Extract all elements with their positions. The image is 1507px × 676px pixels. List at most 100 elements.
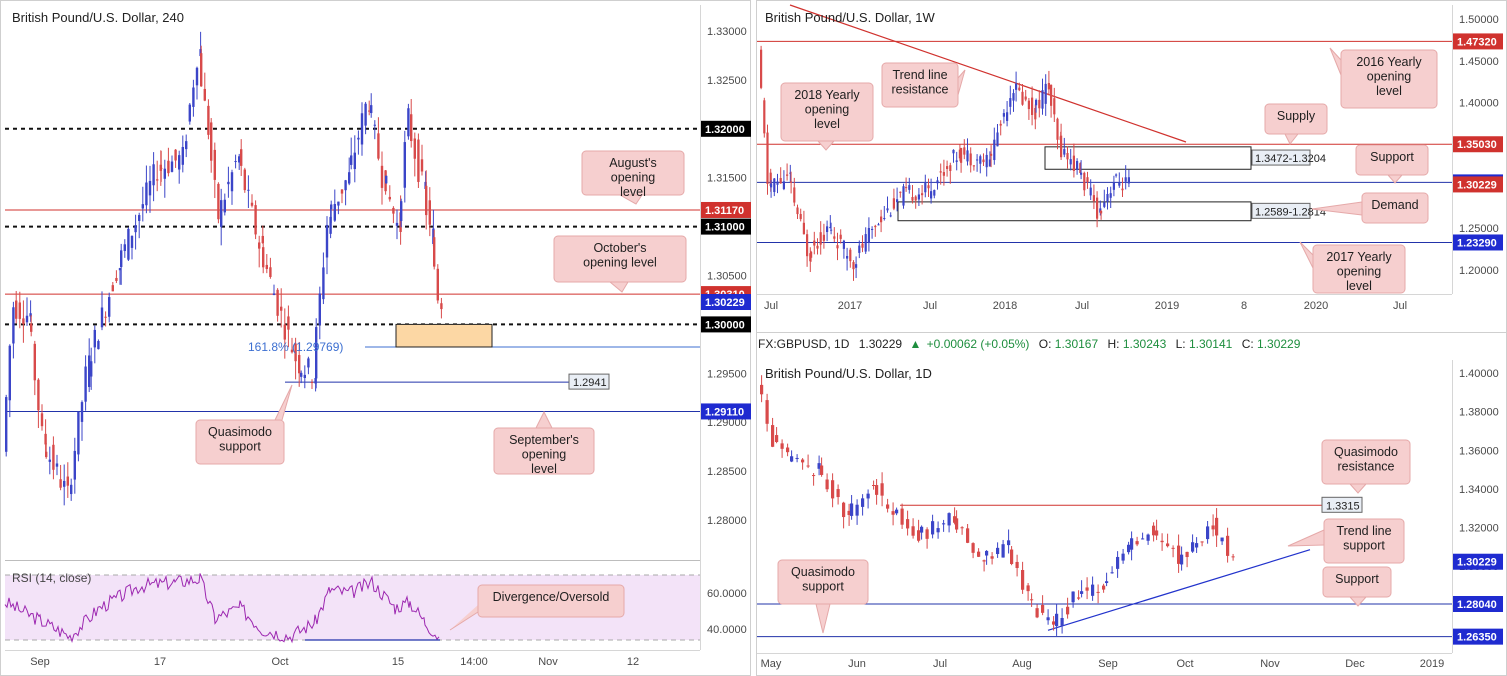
h4-candle bbox=[350, 155, 353, 165]
h4-candle bbox=[310, 382, 314, 384]
h4-candle bbox=[195, 67, 199, 86]
w1-candle bbox=[933, 190, 936, 196]
w1-note-2018-text: level bbox=[814, 117, 840, 131]
price-tag bbox=[701, 218, 751, 235]
h4-candle bbox=[5, 397, 8, 452]
w1-note-2017-box bbox=[1312, 244, 1406, 294]
w1-note-2016-pointer bbox=[1329, 47, 1342, 76]
w1-candle bbox=[993, 139, 996, 161]
price-tag bbox=[701, 201, 751, 218]
h4-candle bbox=[15, 300, 18, 319]
w1-note-2016-text: 2016 Yearly bbox=[1356, 55, 1422, 69]
w1-title: British Pound/U.S. Dollar, 1W bbox=[765, 10, 936, 25]
h4-candle bbox=[314, 378, 317, 384]
h4-candle bbox=[223, 199, 226, 213]
d1-candle bbox=[866, 493, 870, 499]
chart_data.0.y_ticks-tick: 1.29500 bbox=[707, 368, 747, 380]
chart_data.0.y_ticks-tick: 1.31500 bbox=[707, 173, 747, 185]
w1-note-2017-text: opening bbox=[1337, 265, 1382, 279]
h4-note-october-text: opening level bbox=[583, 256, 657, 270]
w1-candle bbox=[963, 147, 966, 155]
weekly-chart: 1.500001.450001.400001.350001.300001.250… bbox=[757, 4, 1503, 312]
w1-candle bbox=[936, 180, 939, 184]
h4-level-label: 1.2941 bbox=[573, 377, 607, 389]
w1-candle bbox=[802, 222, 805, 235]
h4-candle bbox=[287, 316, 290, 330]
w1-candle bbox=[1024, 96, 1027, 100]
chart_data.1.y_ticks-tick: 1.40000 bbox=[1459, 98, 1499, 110]
h4-candle bbox=[55, 463, 59, 467]
h4-candle bbox=[344, 180, 347, 191]
d1-candle bbox=[1052, 621, 1056, 625]
price-tag bbox=[701, 316, 751, 333]
w1-candle bbox=[858, 245, 861, 253]
d1-x-tick: Nov bbox=[1260, 658, 1280, 670]
h4-candle bbox=[403, 142, 406, 188]
h4-candle bbox=[234, 161, 237, 163]
w1-candle bbox=[1112, 182, 1115, 190]
d1-candle bbox=[875, 485, 879, 495]
h4-candle bbox=[40, 413, 44, 427]
w1-x-tick: 2019 bbox=[1155, 300, 1179, 312]
w1-candle bbox=[790, 181, 793, 183]
h4-candle bbox=[300, 372, 303, 377]
h4-candle bbox=[207, 105, 210, 135]
d1-candle bbox=[920, 526, 924, 533]
h4-candle bbox=[290, 349, 294, 353]
h4-candle bbox=[127, 228, 130, 260]
w1-candle bbox=[874, 225, 877, 228]
h4-candle bbox=[240, 149, 243, 166]
d1-candle bbox=[1171, 547, 1175, 549]
h4-candle bbox=[213, 149, 216, 180]
price-tag-label: 1.31000 bbox=[705, 222, 745, 234]
w1-candle bbox=[969, 153, 972, 166]
w1-candle bbox=[846, 256, 849, 259]
h4-candle bbox=[84, 366, 87, 402]
w1-candle bbox=[921, 193, 924, 196]
w1-candle bbox=[908, 185, 911, 190]
w1-candle bbox=[1118, 182, 1121, 186]
h4-candle bbox=[29, 313, 32, 317]
h4-candle bbox=[30, 323, 33, 332]
chart_data.2.y_ticks-tick: 1.32000 bbox=[1459, 523, 1499, 535]
h4-note-september-text: opening bbox=[522, 448, 567, 462]
d1-candle bbox=[1141, 538, 1145, 540]
w1-candle bbox=[836, 245, 839, 249]
header-open: 1.30167 bbox=[1055, 337, 1099, 351]
w1-candle bbox=[911, 197, 914, 201]
h4-candle bbox=[148, 180, 152, 196]
w1-candle bbox=[902, 186, 905, 206]
w1-candle bbox=[917, 194, 920, 200]
w1-candle bbox=[946, 166, 949, 170]
w1-candle bbox=[1012, 93, 1015, 101]
d1-candle bbox=[1071, 591, 1075, 603]
d1-candle bbox=[1160, 540, 1164, 543]
d1-candle bbox=[900, 508, 904, 525]
d1-candle bbox=[1085, 587, 1089, 591]
d1-candle bbox=[836, 489, 840, 498]
h4-candle bbox=[318, 293, 321, 326]
d1-candle bbox=[1055, 613, 1059, 627]
d1-candle bbox=[855, 504, 859, 516]
h4-note-september-text: level bbox=[531, 462, 557, 476]
h4-candle bbox=[12, 307, 15, 344]
price-tag-label: 1.35030 bbox=[1457, 139, 1497, 151]
w1-candle bbox=[949, 165, 952, 172]
h4-candle bbox=[399, 212, 402, 232]
price-tag-label: 1.30229 bbox=[1457, 179, 1497, 191]
d1-note-qm-resistance-box bbox=[1321, 439, 1411, 485]
w1-candle bbox=[996, 132, 999, 147]
h4-candle bbox=[333, 204, 336, 221]
price-tag-label: 1.32000 bbox=[705, 124, 745, 136]
price-tag bbox=[701, 294, 751, 311]
w1-candle bbox=[830, 229, 833, 231]
rsi-tick: 40.0000 bbox=[707, 624, 747, 636]
d1-candle bbox=[1077, 597, 1081, 599]
d1-title: British Pound/U.S. Dollar, 1D bbox=[765, 366, 932, 381]
d1-candle bbox=[1146, 534, 1150, 541]
h4-candle bbox=[203, 88, 206, 101]
h4-candle bbox=[199, 49, 202, 57]
h4-x-tick: Sep bbox=[30, 656, 50, 668]
d1-candle bbox=[1102, 585, 1106, 590]
h4-candle bbox=[247, 189, 250, 191]
